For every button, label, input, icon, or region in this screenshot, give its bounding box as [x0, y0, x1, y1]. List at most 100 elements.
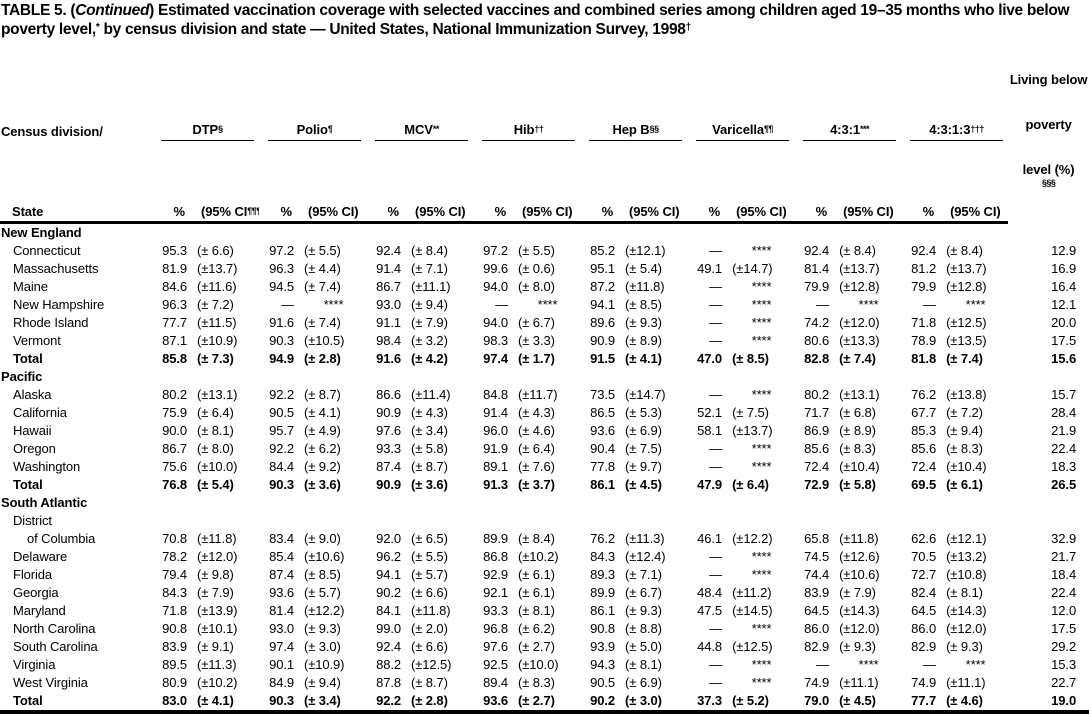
ci-cell: (± 3.3)	[518, 332, 555, 348]
ci-cell: (±10.4)	[946, 458, 987, 474]
percent-cell: —	[923, 296, 937, 312]
percent-cell: 75.9	[162, 404, 187, 420]
percent-cell: 97.4	[269, 638, 294, 654]
poverty-cell: 22.7	[1051, 674, 1077, 690]
row-label: Delaware	[13, 548, 68, 564]
ci-cell: (± 3.2)	[411, 332, 448, 348]
ci-cell: (± 8.5)	[304, 566, 341, 582]
row-label: Washington	[13, 458, 81, 474]
row-label: Pacific	[1, 368, 43, 384]
ci-cell: (± 8.3)	[839, 440, 876, 456]
ci-cell: (±14.5)	[732, 602, 773, 618]
percent-cell: —	[709, 278, 723, 294]
ci-cell: (±10.9)	[304, 656, 345, 672]
ci-cell: ****	[751, 332, 772, 348]
percent-cell: 78.2	[162, 548, 187, 564]
ci-subheader: (95% CI)	[836, 140, 902, 224]
percent-cell: 89.9	[590, 584, 616, 600]
ci-subheader: (95% CI¶¶¶)	[194, 140, 259, 224]
ci-cell: (± 4.6)	[518, 422, 555, 438]
column-name: MCV	[404, 121, 433, 137]
percent-cell: 94.0	[483, 314, 509, 330]
poverty-cell: 16.9	[1051, 260, 1077, 276]
ci-cell: (± 8.7)	[304, 386, 341, 402]
percent-cell: 67.7	[911, 404, 937, 420]
percent-cell: 97.2	[269, 242, 294, 258]
percent-cell: 91.4	[376, 260, 402, 276]
percent-cell: 86.0	[804, 620, 830, 636]
ci-cell: (± 9.4)	[411, 296, 448, 312]
percent-cell: —	[709, 314, 723, 330]
percent-cell: 87.4	[269, 566, 294, 582]
percent-cell: 86.1	[590, 476, 616, 492]
ci-cell: (±12.6)	[839, 548, 880, 564]
percent-cell: 81.2	[911, 260, 937, 276]
ci-cell: (± 3.7)	[518, 476, 555, 492]
ci-cell: (± 5.0)	[625, 638, 662, 654]
percent-cell: 76.2	[590, 530, 616, 546]
column-group-label: 4:3:1***	[803, 121, 897, 141]
percent-cell: 44.8	[697, 638, 723, 654]
poverty-cell: 18.4	[1051, 566, 1077, 582]
column-group-label: 4:3:1:3†††	[910, 121, 1004, 141]
row-label: District	[13, 512, 52, 528]
ci-cell: (± 2.0)	[411, 620, 448, 636]
percent-cell: 82.9	[911, 638, 937, 654]
ci-cell: (± 4.5)	[625, 476, 662, 492]
ci-cell: (±12.2)	[732, 530, 773, 546]
percent-cell: 76.8	[162, 476, 187, 492]
percent-cell: 98.3	[483, 332, 509, 348]
percent-cell: 96.0	[483, 422, 509, 438]
column-group-label: MCV**	[375, 121, 469, 141]
percent-cell: 95.1	[590, 260, 616, 276]
percent-cell: 96.2	[376, 548, 402, 564]
column-name: 4:3:1	[830, 121, 860, 137]
ci-cell: (± 6.2)	[304, 440, 341, 456]
poverty-column-header: Living below poverty level (%) §§§	[1008, 42, 1089, 222]
table-row-virginia: Virginia 89.5 (±11.3) 90.1 (±10.9) 88.2 (±12.5…	[0, 656, 1089, 674]
percent-cell: 93.0	[269, 620, 294, 636]
footnote-marker-dagger: †	[685, 22, 692, 33]
percent-cell: 92.4	[804, 242, 830, 258]
percent-cell: 99.0	[376, 620, 402, 636]
ci-cell: (±11.7)	[518, 386, 558, 402]
percent-cell: —	[709, 242, 723, 258]
table-row-new-hampshire: New Hampshire 96.3 (± 7.2) — **** 93.0 (± 9.4)…	[0, 296, 1089, 314]
percent-cell: —	[709, 674, 723, 690]
row-label: South Carolina	[13, 638, 98, 654]
percent-cell: 92.5	[483, 656, 509, 672]
percent-cell: 90.5	[269, 404, 294, 420]
ci-cell: (± 5.5)	[518, 242, 555, 258]
table-row-district: District	[0, 512, 1089, 530]
percent-cell: 95.7	[269, 422, 294, 438]
percent-cell: 80.2	[162, 386, 187, 402]
ci-cell: ****	[965, 656, 986, 672]
table-header: Census division/ DTP§ Polio¶ MCV** Hib†† Hep…	[0, 42, 1089, 224]
ci-cell: (± 9.0)	[304, 530, 341, 546]
percent-cell: 85.6	[804, 440, 830, 456]
ci-cell: (± 4.3)	[518, 404, 555, 420]
table-row-vermont: Vermont 87.1 (±10.9) 90.3 (±10.5) 98.4 (± 3.2)…	[0, 332, 1089, 350]
poverty-cell: 22.4	[1051, 440, 1077, 456]
ci-cell: (±12.5)	[732, 638, 773, 654]
column-group-label: Polio¶	[268, 121, 362, 141]
percent-cell: 83.4	[269, 530, 294, 546]
percent-cell: —	[495, 296, 509, 312]
percent-cell: 93.6	[473, 691, 516, 714]
footnote-marker: †††	[970, 123, 984, 134]
table-row-georgia: Georgia 84.3 (± 7.9) 93.6 (± 5.7) 90.2 (± 6.6)…	[0, 584, 1089, 602]
poverty-header-line2: poverty	[1025, 117, 1072, 132]
percent-cell: 82.4	[911, 584, 937, 600]
ci-cell: ****	[751, 386, 772, 402]
ci-cell: (± 8.3)	[946, 440, 983, 456]
ci-cell: (±12.5)	[411, 656, 452, 672]
percent-cell: 77.8	[590, 458, 616, 474]
ci-cell: (± 7.5)	[732, 404, 769, 420]
table-row-california: California 75.9 (± 6.4) 90.5 (± 4.1) 90.9 (± 4…	[0, 404, 1089, 422]
table-body: New England Connecticut 95.3 (± 6.6) 97.2 (± …	[0, 222, 1089, 714]
percent-cell: 87.8	[376, 674, 402, 690]
ci-cell: (±10.5)	[304, 332, 345, 348]
percent-cell: 94.3	[590, 656, 616, 672]
ci-cell: (± 5.7)	[411, 566, 448, 582]
ci-cell: (± 9.3)	[304, 620, 341, 636]
